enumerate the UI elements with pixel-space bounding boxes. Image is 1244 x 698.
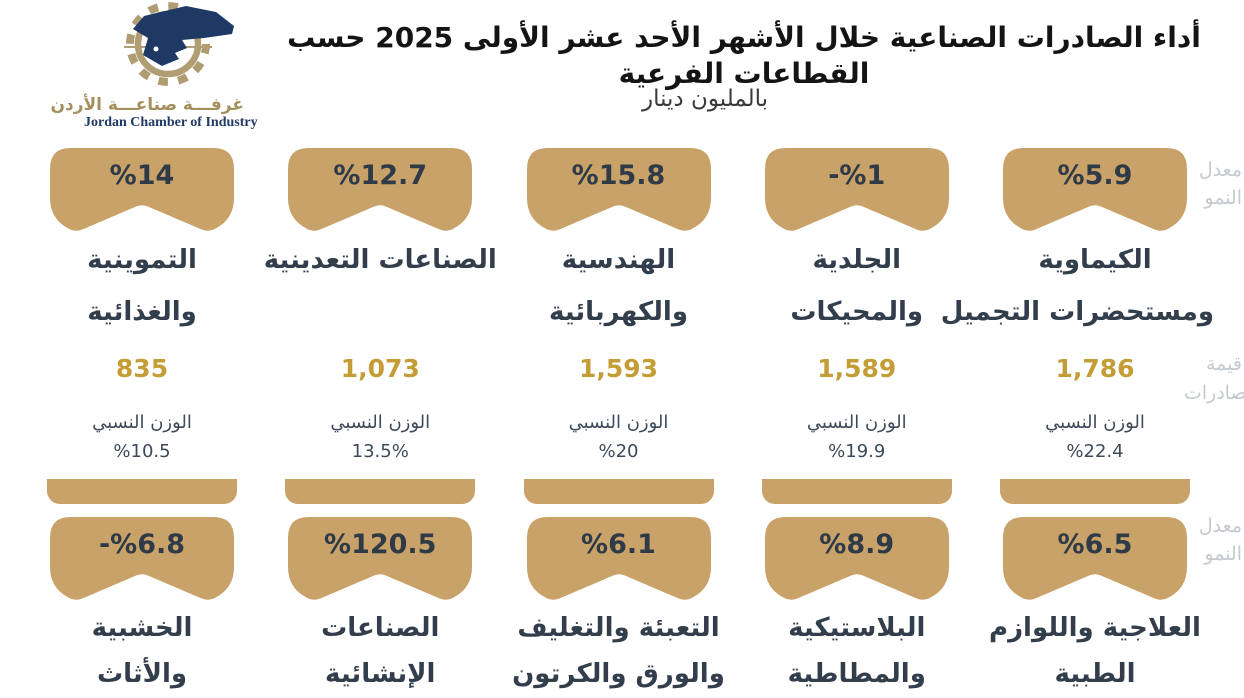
jordan-chamber-logo: غرفـــة صناعـــة الأردن Jordan Chamber o…: [50, 2, 258, 131]
sector-column-chemicals: %5.9 الكيماوية ومستحضرات التجميل 1,786 ا…: [941, 148, 1214, 697]
relative-weight-label: الوزن النسبي: [806, 412, 907, 433]
growth-rate-value: %8.9: [819, 529, 895, 560]
sector-column-food-supply: %14 التموينية والغذائية 835 الوزن النسبي…: [47, 148, 237, 697]
growth-ribbon-icon: %12.7: [288, 148, 473, 232]
growth-rate-value: %5.9: [1057, 160, 1133, 191]
sector-column-leather-textiles: -%1 الجلدية والمحيكات 1,589 الوزن النسبي…: [761, 148, 952, 697]
growth-ribbon-icon: %8.9: [764, 517, 949, 601]
ribbon-shape-icon: [1003, 148, 1187, 231]
growth-rate-value: %12.7: [333, 160, 428, 191]
exports-value-side-label-line2: الصادرات: [1183, 382, 1244, 404]
sector-name-line2: ومستحضرات التجميل: [940, 297, 1214, 327]
growth-rate-value: %6.1: [581, 529, 656, 560]
relative-weight-value: %20: [598, 441, 639, 462]
divider-bar: [47, 479, 237, 504]
growth-ribbon-icon: -%6.8: [50, 517, 234, 601]
sector-name-line1: التعبئة والتغليف: [517, 613, 720, 643]
ribbon-shape-icon: [764, 517, 949, 600]
growth-ribbon-icon: %14: [50, 148, 234, 232]
sector-name-line2: والمحيكات: [790, 297, 924, 327]
sector-name-line1: التموينية: [87, 245, 197, 275]
relative-weight-value: %19.9: [828, 441, 886, 462]
sector-name-line2: الطبية: [1054, 659, 1136, 689]
growth-rate-value: -%6.8: [98, 529, 186, 560]
relative-weight-value: %22.4: [1066, 441, 1124, 462]
sector-name-line1: العلاجية واللوازم: [989, 613, 1201, 643]
sector-name-line2: والأثاث: [96, 659, 188, 689]
growth-rate-value: %15.8: [571, 160, 666, 191]
page-subtitle: بالمليون دينار: [641, 86, 769, 112]
logo-arabic-text: غرفـــة صناعـــة الأردن: [50, 95, 244, 115]
sector-name-line1: الهندسية: [561, 245, 676, 275]
relative-weight-value: 13.5%: [351, 441, 409, 462]
growth-ribbon-icon: %15.8: [526, 148, 711, 232]
relative-weight-label: الوزن النسبي: [568, 412, 669, 433]
export-value: 835: [115, 354, 169, 383]
divider-bar: [523, 479, 714, 504]
growth-ribbon-icon: -%1: [764, 148, 949, 232]
sector-name-line1: الصناعات التعدينية: [263, 245, 497, 275]
ribbon-shape-icon: [526, 148, 711, 231]
sector-name-line2: [261, 290, 499, 334]
export-value: 1,073: [340, 354, 420, 383]
growth-rate-value: %6.5: [1057, 529, 1133, 560]
ribbon-shape-icon: [50, 148, 234, 231]
export-value: 1,593: [578, 354, 659, 383]
growth-rate-side-label-bottom: معدل النمو: [1198, 515, 1242, 565]
divider-bar: [1000, 479, 1190, 504]
growth-rate-value: -%1: [828, 160, 886, 191]
sector-columns: %5.9 الكيماوية ومستحضرات التجميل 1,786 ا…: [47, 148, 1214, 697]
sector-name-line2: والغذائية: [87, 297, 197, 327]
growth-rate-value: %14: [109, 160, 175, 191]
sector-column-engineering-electrical: %15.8 الهندسية والكهربائية 1,593 الوزن ا…: [512, 148, 725, 697]
growth-ribbon-icon: %6.1: [526, 517, 711, 601]
growth-ribbon-icon: %5.9: [1003, 148, 1187, 232]
sector-name-line2: والورق والكرتون: [512, 659, 725, 689]
logo-english-text: Jordan Chamber of Industry: [84, 115, 258, 130]
sector-column-mining: %12.7 الصناعات التعدينية 1,073 الوزن الن…: [264, 148, 497, 697]
relative-weight-label: الوزن النسبي: [1045, 412, 1145, 433]
relative-weight-label: الوزن النسبي: [330, 412, 431, 433]
growth-ribbon-icon: %6.5: [1003, 517, 1187, 601]
sector-name-line2: والمطاطية: [787, 659, 926, 689]
ribbon-shape-icon: [526, 517, 711, 600]
growth-rate-value: %120.5: [324, 529, 437, 560]
ribbon-shape-icon: [288, 517, 473, 600]
sector-name-line1: الجلدية: [812, 245, 902, 275]
ribbon-shape-icon: [50, 517, 234, 600]
divider-bar: [285, 479, 476, 504]
divider-bar: [761, 479, 952, 504]
sector-name-line1: الخشبية: [91, 613, 193, 643]
relative-weight-label: الوزن النسبي: [92, 412, 192, 433]
ribbon-shape-icon: [1003, 517, 1187, 600]
growth-ribbon-icon: %120.5: [288, 517, 473, 601]
exports-value-side-label-line1: قيمة: [1206, 353, 1242, 375]
relative-weight-value: %10.5: [113, 441, 171, 462]
sector-name-line2: الإنشائية: [325, 659, 436, 689]
gear-map-logo-icon: [124, 2, 234, 86]
sector-name-line1: الصناعات: [321, 613, 440, 643]
ribbon-shape-icon: [764, 148, 949, 231]
export-value: 1,786: [1055, 354, 1135, 383]
sector-name-line2: والكهربائية: [549, 297, 688, 327]
sector-name-line1: البلاستيكية: [788, 613, 926, 643]
growth-rate-side-label-top: معدل النمو: [1198, 159, 1242, 209]
export-value: 1,589: [817, 354, 897, 383]
page-title: أداء الصادرات الصناعية خلال الأشهر الأحد…: [287, 21, 1201, 90]
ribbon-shape-icon: [288, 148, 473, 231]
sector-name-line1: الكيماوية: [1038, 245, 1152, 275]
